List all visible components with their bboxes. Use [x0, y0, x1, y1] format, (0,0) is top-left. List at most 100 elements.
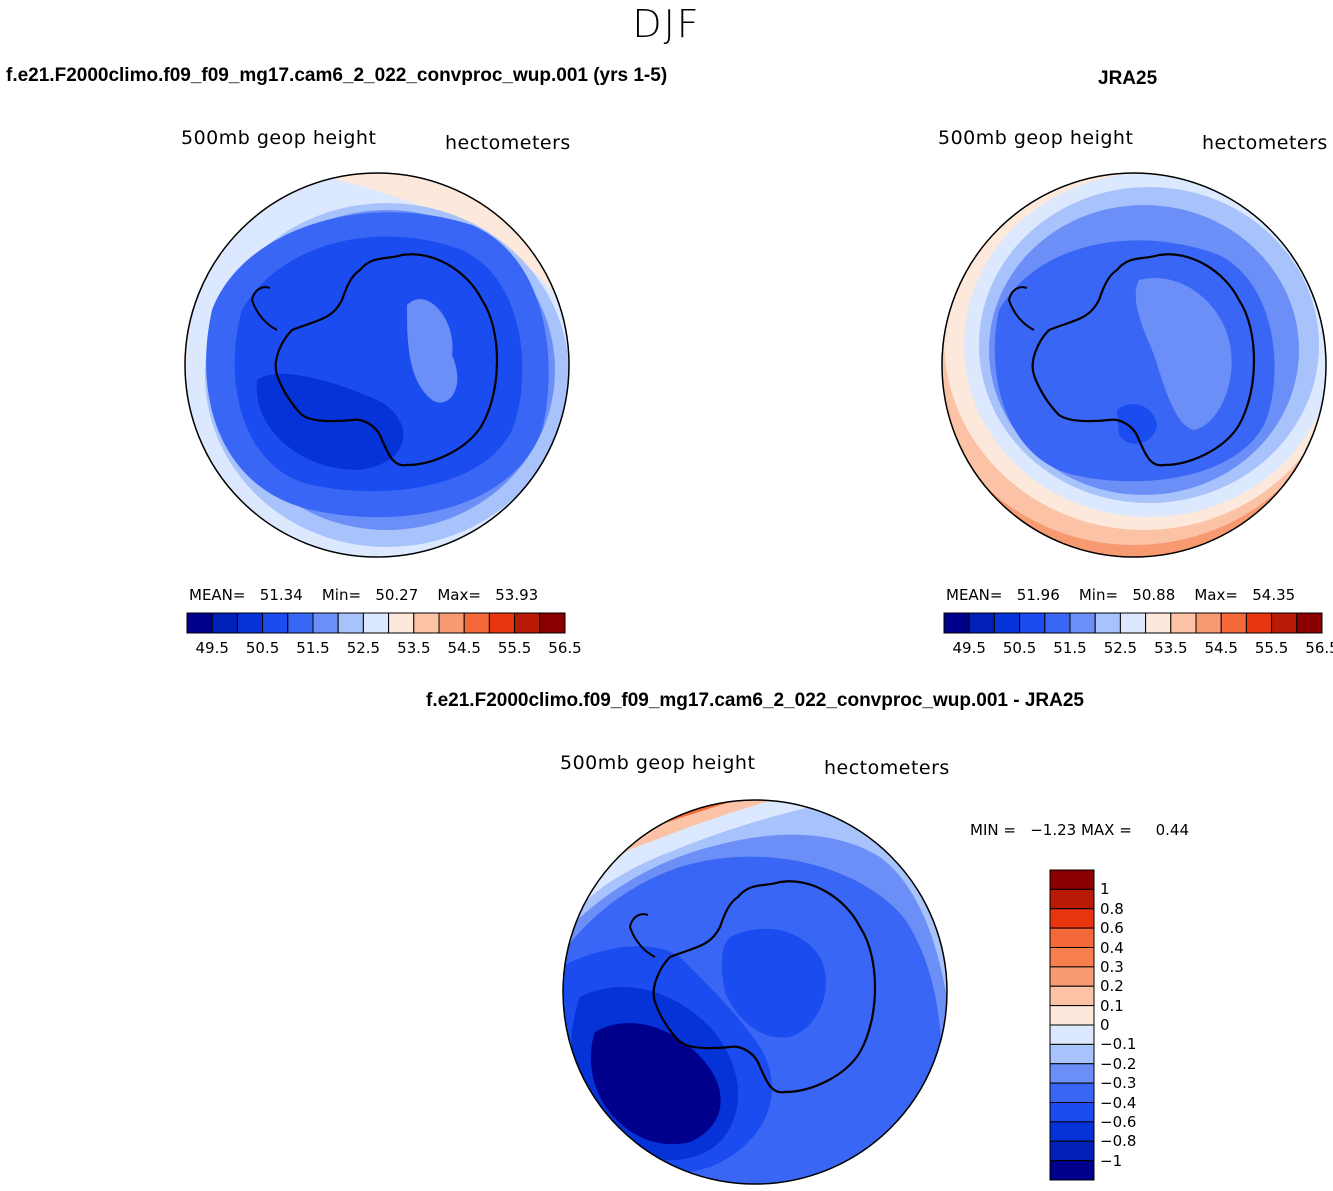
obs-case-title: JRA25	[1098, 68, 1158, 89]
model-colorbar-tick-label: 52.5	[346, 639, 381, 657]
model-colorbar-swatch	[488, 612, 516, 634]
obs-mean-label: MEAN=	[946, 586, 1003, 604]
diff-colorbar-tick-label: −0.4	[1100, 1093, 1137, 1112]
obs-colorbar-tick-label: 54.5	[1204, 639, 1238, 657]
obs-min-label: Min=	[1078, 586, 1119, 604]
diff-peninsula-coastline	[628, 913, 656, 958]
obs-colorbar-swatch	[1245, 612, 1273, 634]
diff-colorbar-tick-label: 0.1	[1100, 996, 1124, 1015]
obs-colorbar-swatch	[1069, 612, 1096, 634]
diff-map-border	[562, 799, 948, 1185]
diff-minmax: MIN = −1.23 MAX = 0.44	[970, 821, 1190, 839]
obs-map-border	[941, 172, 1327, 558]
obs-min-value: 50.88	[1132, 586, 1176, 604]
diff-colorbar-swatch	[1049, 1102, 1095, 1123]
model-colorbar-swatch	[539, 612, 566, 634]
model-mean-value: 51.34	[259, 586, 303, 604]
model-colorbar-tick-label: 49.5	[195, 639, 229, 657]
obs-colorbar-tick-label: 52.5	[1103, 639, 1138, 657]
model-colorbar-swatch	[312, 612, 339, 634]
model-colorbar-swatch	[186, 612, 213, 634]
model-colorbar-swatch	[388, 612, 415, 634]
diff-colorbar-swatch	[1049, 1005, 1095, 1026]
diff-colorbar-swatch	[1049, 908, 1095, 929]
model-min-label: Min=	[321, 586, 362, 604]
obs-colorbar-swatch	[1220, 612, 1247, 634]
obs-colorbar-tick-label: 50.5	[1002, 639, 1037, 657]
season-title: DJF	[632, 2, 701, 46]
diff-colorbar-tick-label: −0.3	[1100, 1074, 1137, 1093]
model-colorbar-swatch	[514, 612, 541, 634]
model-colorbar-swatch	[262, 612, 289, 634]
obs-colorbar-swatch	[1170, 612, 1197, 634]
diff-colorbar-swatch	[1049, 1024, 1095, 1045]
diff-colorbar-tick-label: −0.6	[1100, 1112, 1137, 1131]
diff-units-label: hectometers	[824, 757, 950, 779]
diff-colorbar-tick-label: 0	[1100, 1016, 1110, 1034]
obs-colorbar-tick-label: 53.5	[1154, 639, 1188, 657]
diff-colorbar-tick-label: −0.8	[1100, 1132, 1137, 1151]
model-colorbar-swatch	[413, 612, 440, 634]
diff-colorbar-swatch	[1049, 888, 1095, 910]
obs-variable-label: 500mb geop height	[938, 127, 1134, 149]
model-stats: MEAN= 51.34 Min= 50.27 Max= 53.93	[189, 586, 538, 604]
obs-antarctica-coastline	[1031, 253, 1256, 467]
obs-contour-50-5	[1117, 404, 1157, 444]
model-colorbar-swatch	[287, 612, 314, 634]
model-polar-map	[184, 172, 570, 558]
obs-stats: MEAN= 51.96 Min= 50.88 Max= 54.35	[946, 586, 1295, 604]
obs-colorbar-tick-label: 56.5	[1305, 639, 1333, 657]
diff-colorbar-swatch	[1049, 927, 1095, 948]
model-colorbar-tick-label: 50.5	[245, 639, 280, 657]
obs-mean-value: 51.96	[1016, 586, 1060, 604]
model-map-border	[184, 172, 570, 558]
model-peninsula-coastline	[250, 286, 278, 331]
diff-antarctica-coastline	[652, 880, 877, 1094]
model-colorbar-swatch	[438, 612, 465, 634]
diff-colorbar-tick-label: −0.2	[1100, 1054, 1137, 1073]
model-colorbar-tick-label: 54.5	[447, 639, 481, 657]
obs-colorbar	[943, 612, 1323, 634]
diff-colorbar-swatch	[1049, 1121, 1095, 1142]
obs-contour-51	[994, 240, 1275, 482]
diff-colorbar-tick-label: −0.1	[1100, 1035, 1137, 1054]
obs-colorbar-swatch	[1195, 612, 1222, 634]
diff-colorbar-tick-label: −1	[1100, 1151, 1123, 1170]
diff-variable-label: 500mb geop height	[560, 752, 756, 774]
obs-peninsula-coastline	[1007, 286, 1035, 331]
diff-colorbar-swatch	[1049, 1082, 1095, 1103]
obs-max-label: Max=	[1194, 586, 1238, 604]
diff-case-title: f.e21.F2000climo.f09_f09_mg17.cam6_2_022…	[426, 690, 1084, 711]
model-colorbar-tick-label: 55.5	[497, 639, 532, 657]
obs-colorbar-swatch	[1271, 612, 1298, 634]
model-colorbar-swatch	[362, 612, 390, 634]
model-colorbar-swatch	[236, 612, 264, 634]
diff-colorbar-swatch	[1049, 966, 1095, 987]
model-colorbar-swatch	[211, 612, 238, 634]
model-mean-label: MEAN=	[189, 586, 246, 604]
diff-colorbar-tick-label: 0.3	[1100, 957, 1124, 976]
obs-colorbar-tick-label: 55.5	[1254, 639, 1289, 657]
diff-colorbar-swatch	[1049, 947, 1095, 968]
obs-colorbar-tick-label: 49.5	[952, 639, 986, 657]
model-colorbar	[186, 612, 566, 634]
obs-colorbar-swatch	[1296, 612, 1323, 634]
model-max-value: 53.93	[495, 586, 539, 604]
model-colorbar-swatch	[337, 612, 364, 634]
obs-units-label: hectometers	[1202, 132, 1328, 154]
obs-colorbar-swatch	[993, 612, 1021, 634]
diff-colorbar-swatch	[1049, 869, 1095, 890]
diff-colorbar-tick-label: 0.4	[1100, 938, 1124, 957]
model-max-label: Max=	[437, 586, 481, 604]
obs-colorbar-swatch	[1119, 612, 1147, 634]
model-contour-high	[407, 299, 458, 403]
obs-colorbar-swatch	[968, 612, 995, 634]
model-variable-label: 500mb geop height	[181, 127, 377, 149]
obs-contour-high	[1135, 278, 1232, 430]
diff-colorbar-swatch	[1049, 1160, 1095, 1181]
model-colorbar-tick-label: 51.5	[296, 639, 330, 657]
obs-colorbar-swatch	[1145, 612, 1172, 634]
model-colorbar-tick-label: 56.5	[548, 639, 582, 657]
diff-colorbar-tick-label: 0.6	[1100, 919, 1124, 938]
diff-contour-m1	[590, 1023, 721, 1145]
